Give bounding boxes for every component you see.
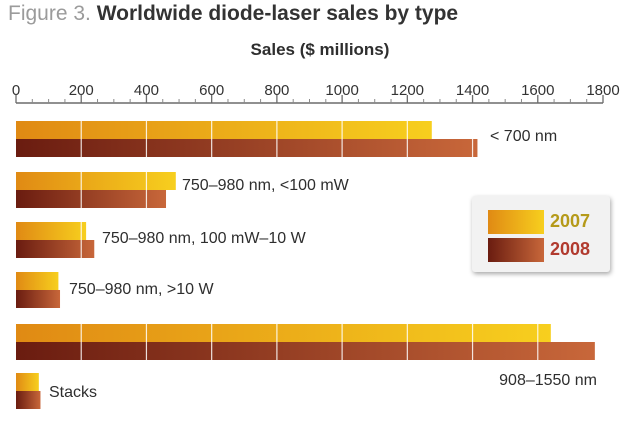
bar-2008-4: [16, 342, 595, 360]
bar-2008-2: [16, 240, 95, 258]
x-tick-label: 200: [69, 82, 94, 99]
legend-label-2007: 2007: [550, 211, 591, 231]
x-tick-label: 400: [134, 82, 159, 99]
category-label-5: Stacks: [49, 384, 97, 401]
bar-2008-3: [16, 290, 61, 308]
legend-item-2007: 2007: [488, 210, 608, 234]
bar-2007-0: [16, 121, 432, 139]
category-label-1: 750–980 nm, <100 mW: [182, 177, 350, 194]
legend-item-2008: 2008: [488, 238, 608, 262]
bar-2007-1: [16, 172, 176, 190]
figure-title-text: Worldwide diode-laser sales by type: [96, 2, 459, 25]
legend: 2007 2008: [472, 196, 610, 272]
x-tick-label: 1200: [391, 82, 424, 99]
x-tick-label: 800: [264, 82, 289, 99]
category-label-4: 908–1550 nm: [499, 372, 597, 389]
x-tick-label: 1800: [586, 82, 619, 99]
bar-2008-1: [16, 190, 167, 208]
category-label-2: 750–980 nm, 100 mW–10 W: [102, 230, 307, 247]
x-tick-label: 0: [12, 82, 20, 99]
figure-label: Figure 3.: [8, 2, 91, 25]
x-tick-label: 1400: [456, 82, 489, 99]
bar-2007-2: [16, 222, 87, 240]
legend-swatch-2008: [488, 238, 544, 262]
legend-label-2008: 2008: [550, 239, 591, 259]
legend-swatch-2007: [488, 210, 544, 234]
x-tick-label: 1000: [325, 82, 358, 99]
x-axis-label: Sales ($ millions): [250, 40, 390, 59]
figure-title: Figure 3. Worldwide diode-laser sales by…: [8, 2, 458, 26]
x-tick-label: 1600: [521, 82, 554, 99]
bar-2007-5: [16, 373, 39, 391]
x-tick-label: 600: [199, 82, 224, 99]
category-label-3: 750–980 nm, >10 W: [69, 281, 214, 298]
category-label-0: < 700 nm: [490, 128, 557, 145]
bar-2008-0: [16, 139, 478, 157]
bar-2007-3: [16, 272, 59, 290]
bar-2008-5: [16, 391, 41, 409]
bar-2007-4: [16, 324, 551, 342]
